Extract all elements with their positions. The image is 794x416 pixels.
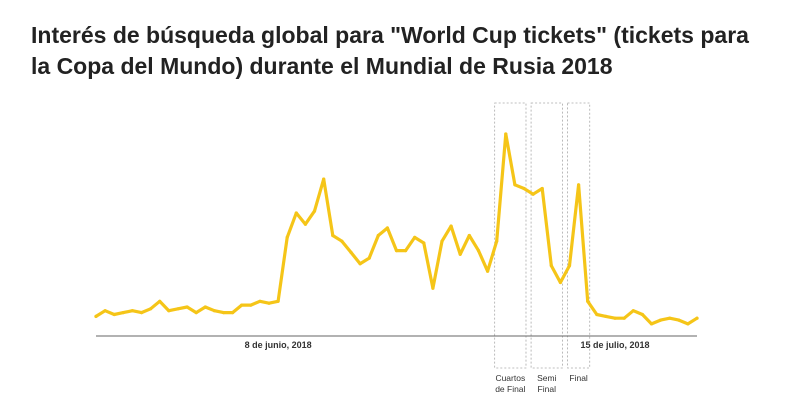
x-tick-label-0: 8 de junio, 2018 (245, 340, 312, 350)
data-point-42 (476, 249, 481, 253)
data-point-49 (540, 186, 544, 191)
data-point-46 (513, 183, 517, 187)
data-point-31 (376, 233, 380, 238)
data-point-59 (631, 309, 635, 313)
data-point-32 (385, 226, 389, 230)
highlight-label-2-0: Final (569, 373, 588, 383)
data-point-3 (121, 311, 125, 315)
data-point-61 (649, 322, 654, 326)
data-point-15 (231, 311, 235, 315)
data-point-10 (185, 305, 189, 309)
data-point-17 (249, 303, 253, 307)
data-point-18 (258, 299, 262, 303)
data-point-11 (194, 311, 198, 315)
data-point-34 (404, 249, 408, 253)
data-point-21 (285, 235, 289, 239)
data-point-40 (458, 252, 462, 256)
data-point-48 (531, 192, 535, 196)
data-point-23 (303, 222, 307, 226)
data-point-55 (595, 312, 599, 317)
data-point-27 (340, 239, 344, 243)
phase-highlights (494, 102, 591, 369)
data-point-1 (103, 309, 107, 313)
chart-title: Interés de búsqueda global para "World C… (31, 22, 749, 79)
data-point-50 (549, 264, 553, 268)
data-point-5 (139, 311, 144, 315)
highlight-box-2 (567, 102, 591, 369)
data-point-41 (467, 233, 471, 238)
data-point-8 (167, 309, 171, 313)
data-point-30 (367, 256, 371, 260)
highlight-label-1-0: Semi (537, 373, 556, 383)
data-point-12 (203, 305, 207, 309)
data-point-0 (94, 314, 98, 318)
data-point-28 (349, 250, 353, 254)
data-point-52 (567, 264, 572, 268)
data-point-26 (331, 233, 335, 238)
data-point-6 (149, 307, 153, 311)
data-point-25 (322, 177, 326, 181)
data-point-60 (640, 312, 645, 317)
data-point-62 (659, 318, 663, 322)
highlight-label-1-1: Final (538, 384, 557, 394)
data-point-13 (212, 309, 216, 313)
data-point-24 (312, 209, 317, 213)
data-point-51 (558, 280, 563, 285)
series-line (94, 132, 699, 326)
data-point-43 (486, 269, 490, 273)
data-point-7 (158, 299, 162, 303)
data-point-54 (586, 299, 590, 303)
data-point-37 (431, 286, 435, 290)
data-point-33 (394, 249, 399, 253)
data-point-2 (112, 312, 116, 317)
data-point-14 (221, 311, 226, 315)
data-point-47 (522, 186, 526, 191)
data-point-9 (176, 307, 180, 311)
data-point-4 (130, 309, 134, 313)
x-tick-labels: 8 de junio, 2018 15 de julio, 2018 (245, 340, 650, 350)
data-point-66 (695, 316, 699, 320)
highlight-label-0-0: Cuartos (495, 373, 525, 383)
data-point-53 (577, 183, 581, 187)
x-tick-label-1: 15 de julio, 2018 (581, 340, 650, 350)
data-point-45 (504, 132, 508, 136)
data-point-64 (677, 318, 681, 322)
data-point-22 (294, 211, 298, 215)
data-point-29 (358, 262, 362, 266)
highlight-label-0-1: de Final (495, 384, 525, 394)
highlight-box-1 (530, 102, 563, 369)
data-point-58 (622, 316, 626, 320)
data-point-36 (422, 241, 426, 245)
series-layer (94, 132, 699, 326)
data-point-19 (267, 301, 271, 305)
data-point-44 (495, 239, 499, 243)
data-point-16 (240, 303, 244, 307)
data-point-39 (449, 224, 453, 228)
highlight-box-0 (494, 102, 527, 369)
data-point-57 (613, 316, 617, 320)
data-point-56 (604, 314, 608, 318)
data-point-65 (686, 322, 690, 326)
data-point-35 (413, 235, 417, 239)
data-point-20 (276, 299, 280, 303)
data-point-63 (668, 316, 672, 320)
data-point-38 (440, 239, 444, 243)
